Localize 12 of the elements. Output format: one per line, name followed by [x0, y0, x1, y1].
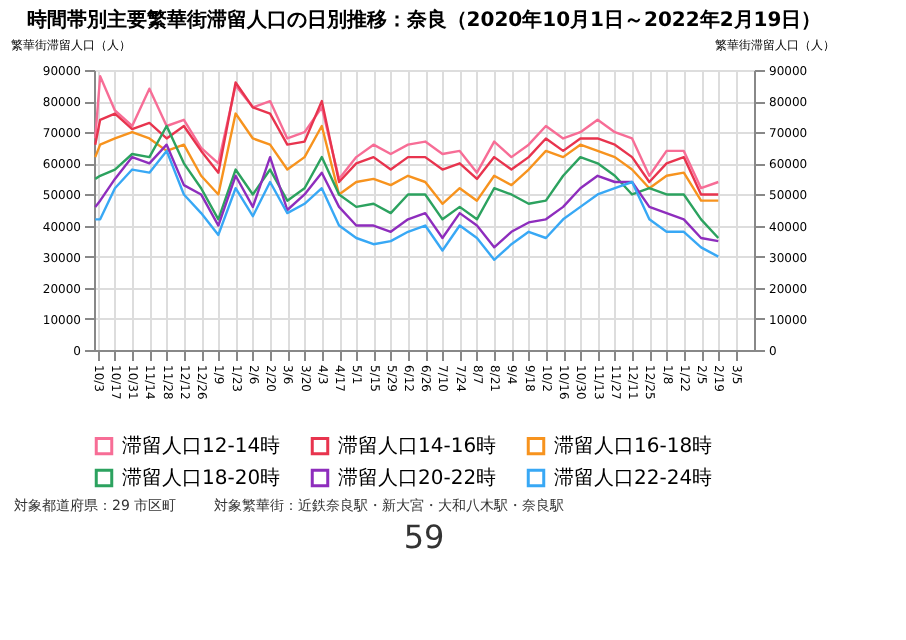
line-series	[94, 143, 720, 249]
legend-label: 滞留人口22-24時	[554, 466, 713, 490]
text: 59	[403, 518, 445, 556]
legend-label: 滞留人口16-18時	[554, 434, 713, 459]
legend-label: 滞留人口18-20時	[122, 466, 281, 490]
line-series	[94, 112, 720, 205]
line-series	[94, 149, 720, 261]
legend-label: 滞留人口12-14時	[122, 434, 281, 459]
legend-label: 滞留人口14-16時	[338, 434, 497, 459]
line-series	[94, 124, 720, 240]
chart-title: 時間帯別主要繁華街滞留人口の日別推移：奈良（2020年10月1日～2022年2月19日）	[26, 8, 822, 32]
legend-label: 滞留人口20-22時	[338, 466, 497, 490]
